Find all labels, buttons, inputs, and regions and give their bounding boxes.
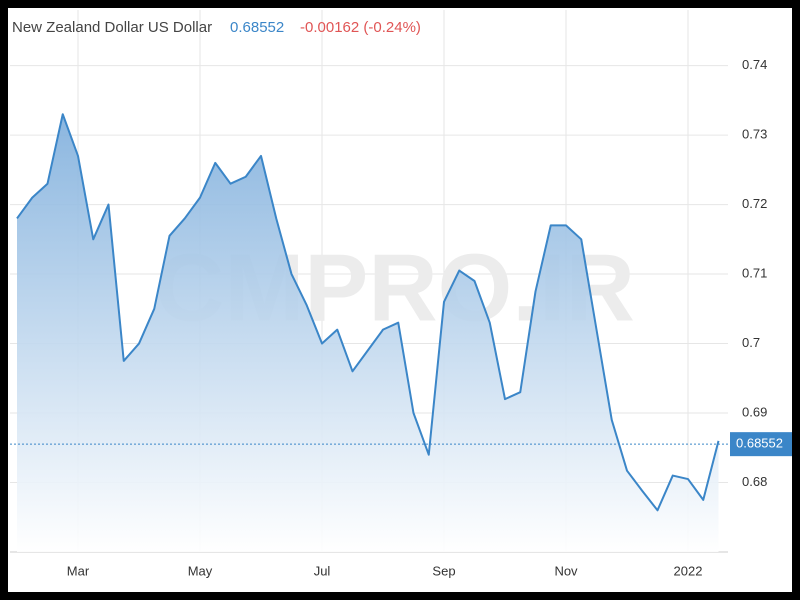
change: -0.00162 (-0.24%) <box>300 19 421 36</box>
x-tick-label: Sep <box>432 563 455 578</box>
last-price-tag <box>730 432 792 457</box>
y-tick-label: 0.72 <box>742 196 767 211</box>
price-line <box>16 113 720 512</box>
chart-title: New Zealand Dollar US Dollar <box>12 19 212 36</box>
x-tick-label: May <box>188 563 213 578</box>
y-tick-label: 0.69 <box>742 404 767 419</box>
y-tick-label: 0.73 <box>742 127 767 142</box>
chart: CMPRO.IR New Zealand Dollar US Dollar 0.… <box>8 8 792 592</box>
last-price-label: 0.68552 <box>736 436 783 451</box>
y-tick-label: 0.68 <box>742 474 767 489</box>
y-tick-label: 0.74 <box>742 57 767 72</box>
y-tick-label: 0.71 <box>742 265 767 280</box>
last-value: 0.68552 <box>230 19 284 36</box>
x-tick-label: Jul <box>314 563 331 578</box>
area-fill <box>17 114 719 552</box>
y-tick-label: 0.7 <box>742 335 760 350</box>
x-tick-label: Nov <box>554 563 578 578</box>
x-tick-label: Mar <box>67 563 90 578</box>
x-tick-label: 2022 <box>674 563 703 578</box>
